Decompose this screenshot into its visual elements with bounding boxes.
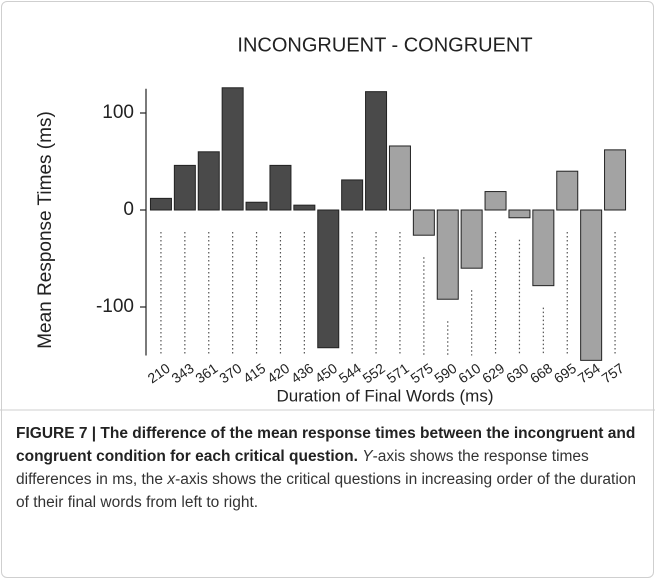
bar	[460, 209, 483, 269]
bar	[604, 149, 627, 211]
bar	[556, 170, 579, 211]
caption-italic: x	[167, 471, 176, 488]
bar	[484, 191, 507, 211]
bar	[197, 151, 220, 211]
bar	[508, 209, 531, 219]
y-tick-label: 0	[123, 199, 134, 220]
caption: FIGURE 7 | The difference of the mean re…	[16, 422, 641, 514]
bar	[341, 179, 364, 211]
caption-text: -axis shows the response times differenc…	[16, 448, 589, 488]
bar	[317, 209, 340, 349]
y-axis-label: Mean Response Times (ms)	[35, 111, 56, 349]
bar	[293, 204, 316, 211]
caption-text: -axis shows the critical questions in in…	[16, 471, 637, 511]
bar	[245, 201, 268, 211]
bar	[532, 209, 555, 287]
y-tick-label: -100	[96, 296, 134, 317]
bar	[365, 91, 388, 211]
bar	[221, 87, 244, 211]
bar	[149, 197, 172, 211]
y-tick-label: 100	[102, 102, 134, 123]
bar	[412, 209, 435, 236]
bar	[436, 209, 459, 300]
bar	[173, 164, 196, 211]
caption-bold: FIGURE 7 | The difference of the mean re…	[16, 425, 636, 465]
bar	[388, 145, 411, 211]
x-tick-label: 757	[599, 360, 627, 387]
x-axis-label: Duration of Final Words (ms)	[277, 386, 494, 405]
chart-title: INCONGRUENT - CONGRUENT	[237, 34, 532, 56]
bar	[580, 209, 603, 361]
bar	[269, 164, 292, 211]
caption-italic: Y	[362, 448, 373, 465]
